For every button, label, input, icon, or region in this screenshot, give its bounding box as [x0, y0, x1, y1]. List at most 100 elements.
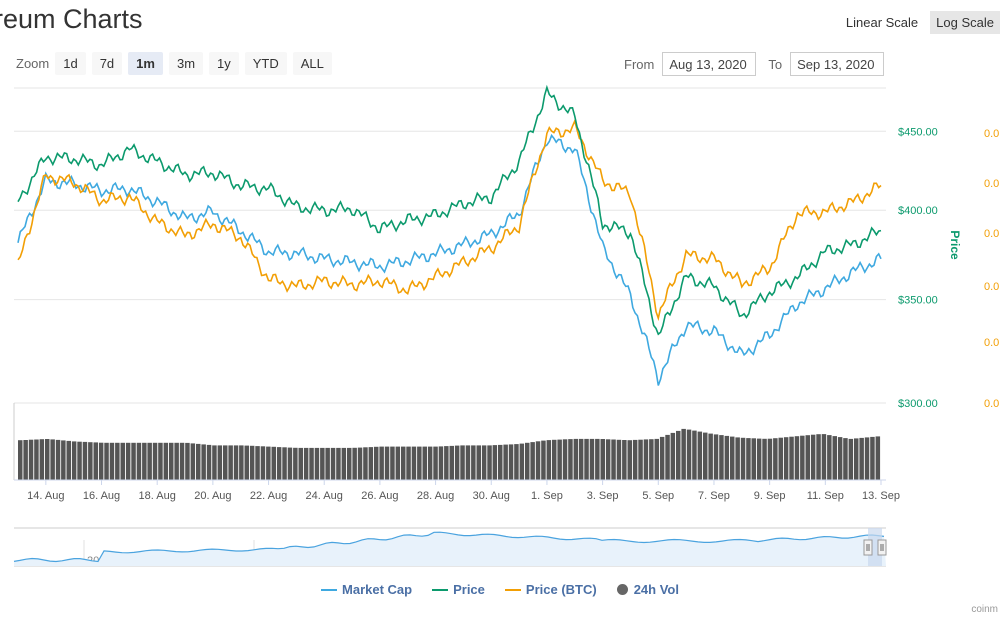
volume-bar [271, 446, 276, 480]
y-axis: $450.00 $400.00 $350.00 $300.00 Price [898, 126, 962, 410]
right-tick-label: 0.0 [984, 228, 999, 240]
volume-bar [303, 447, 309, 480]
legend-item-market-cap[interactable]: Market Cap [321, 582, 412, 597]
volume-bar [605, 439, 611, 480]
navigator-left-handle[interactable] [863, 539, 873, 556]
volume-bar [622, 440, 627, 480]
volume-bar [643, 439, 649, 480]
y-tick-label: $400.00 [898, 205, 938, 217]
x-tick-label: 16. Aug [83, 490, 120, 502]
volume-bar [573, 438, 579, 480]
volume-bar [832, 436, 837, 480]
volume-bar [789, 436, 794, 480]
volume-bar [827, 435, 832, 480]
volume-bar [147, 442, 152, 480]
from-date-input[interactable] [662, 52, 757, 76]
y-tick-label: $300.00 [898, 398, 938, 410]
volume-bar [713, 434, 719, 480]
volume-bar [384, 446, 390, 480]
volume-bar [163, 442, 169, 480]
to-label: To [768, 56, 783, 72]
to-date-input[interactable] [790, 52, 885, 76]
volume-bar [109, 442, 115, 480]
volume-bar [449, 445, 454, 480]
right-tick-label: 0.0 [984, 281, 999, 293]
linear-scale-button[interactable]: Linear Scale [845, 15, 919, 30]
volume-bar [411, 446, 417, 480]
volume-bar [471, 445, 476, 480]
zoom-1y-button[interactable]: 1y [209, 52, 239, 75]
zoom-all-button[interactable]: ALL [292, 52, 332, 75]
volume-bar [546, 440, 552, 480]
volume-bar [45, 439, 50, 480]
volume-bar [541, 440, 546, 480]
volume-bar [266, 446, 271, 480]
volume-bar [649, 439, 654, 480]
volume-bar [762, 438, 767, 480]
volume-bar [401, 446, 406, 480]
volume-bar [681, 428, 686, 480]
volume-bar [352, 447, 357, 480]
volume-bar [228, 445, 233, 480]
zoom-1d-button[interactable]: 1d [55, 52, 86, 75]
volume-bar [239, 445, 244, 480]
volume-bar [805, 435, 810, 480]
legend-label: Price [453, 582, 485, 597]
volume-bar [260, 446, 266, 480]
navigator-line [13, 531, 885, 563]
legend-item-volume[interactable]: 24h Vol [616, 582, 679, 597]
volume-bar [498, 444, 503, 480]
volume-bar [756, 438, 762, 480]
market-cap-line-icon [321, 588, 338, 591]
zoom-ytd-button[interactable]: YTD [244, 52, 287, 75]
volume-bar [190, 443, 196, 480]
x-tick-label: 24. Aug [306, 490, 343, 502]
volume-bar [185, 442, 190, 480]
zoom-3m-button[interactable]: 3m [168, 52, 204, 75]
series-lines [17, 84, 882, 386]
x-tick-label: 22. Aug [250, 490, 287, 502]
price-line-icon [432, 588, 449, 591]
volume-bar [530, 442, 535, 480]
legend-label: 24h Vol [633, 582, 679, 597]
volume-bar [848, 438, 854, 480]
volume-bar [309, 447, 314, 480]
volume-bar [125, 442, 131, 480]
zoom-7d-button[interactable]: 7d [91, 52, 123, 75]
volume-bar [406, 446, 411, 480]
zoom-label: Zoom [16, 56, 50, 71]
x-tick-label: 30. Aug [473, 490, 510, 502]
volume-bar [287, 447, 293, 480]
volume-bar [632, 439, 638, 480]
navigator-right-handle[interactable] [877, 539, 887, 556]
log-scale-button[interactable]: Log Scale [930, 11, 1000, 34]
volume-bar [864, 437, 870, 480]
volume-bar [584, 438, 589, 480]
x-tick-label: 5. Sep [642, 490, 674, 502]
page-title: reum Charts [0, 4, 143, 34]
right-tick-label: 0.0 [984, 128, 999, 140]
volume-bar [611, 439, 616, 480]
volume-bar [255, 446, 260, 480]
volume-bar [18, 440, 23, 480]
zoom-1m-button[interactable]: 1m [128, 52, 163, 75]
legend-item-price[interactable]: Price [432, 582, 485, 597]
volume-bar [454, 445, 460, 480]
volume-bar [837, 437, 843, 480]
volume-bar [794, 436, 800, 480]
grid-lines [14, 87, 886, 404]
volume-bar [341, 447, 347, 480]
volume-bar [336, 447, 341, 480]
volume-bar [843, 438, 848, 480]
volume-bar [55, 439, 61, 480]
date-range: From To [624, 52, 896, 76]
volume-bar [244, 445, 249, 480]
x-tick-label: 26. Aug [361, 490, 398, 502]
volume-bar [120, 442, 125, 480]
volume-bar [39, 439, 45, 480]
legend-item-price-btc[interactable]: Price (BTC) [504, 582, 597, 597]
volume-bar [821, 434, 827, 480]
volume-bar [71, 441, 77, 480]
credit-text: coinm [971, 604, 998, 615]
